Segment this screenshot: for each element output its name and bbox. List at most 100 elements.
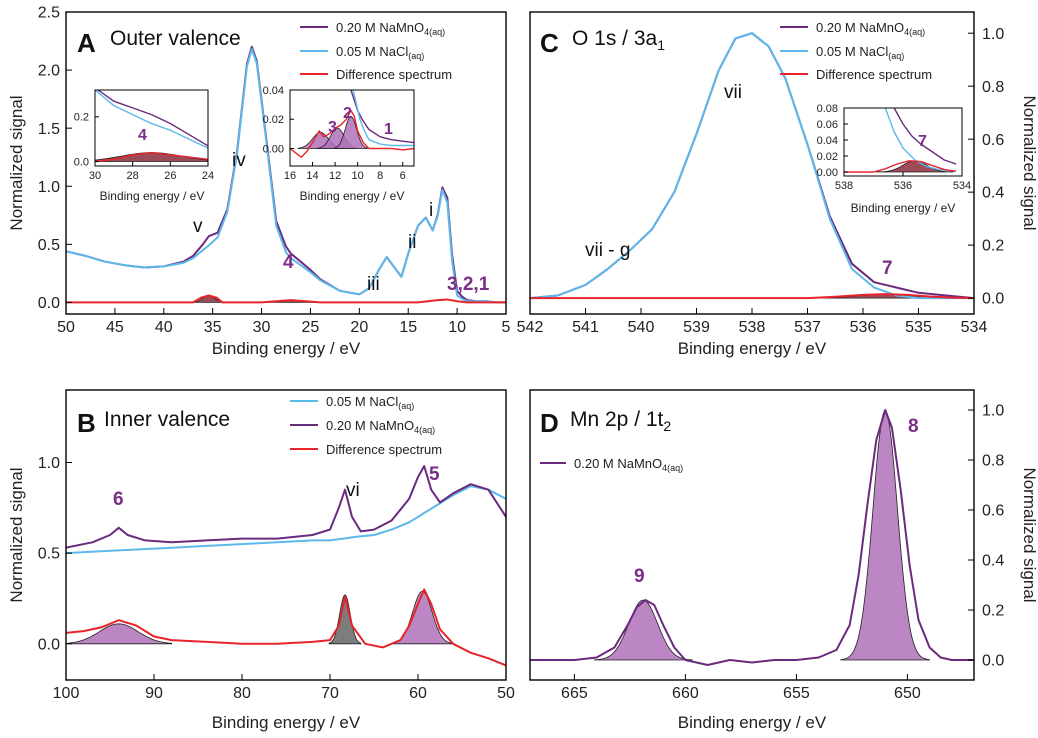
- inset-a1-line-purple: [96, 90, 208, 147]
- y-tick-label: 1.0: [38, 455, 60, 472]
- panel-b-x-ticks: 100 90 80 70 60 50: [53, 674, 515, 702]
- x-tick-label: 542: [517, 319, 544, 336]
- panel-d-title: Mn 2p / 1t2: [570, 408, 671, 434]
- panel-d-y-ticks: 0.0 0.2 0.4 0.6 0.8 1.0: [968, 403, 1004, 670]
- x-tick-label: 5: [502, 319, 511, 336]
- y-tick-label: 0.6: [982, 132, 1004, 149]
- inset-fit-peak-1: [333, 115, 369, 149]
- peak-label-iii: iii: [367, 274, 380, 295]
- peak-label-7: 7: [882, 258, 893, 279]
- inset-a2-x-ticks: 16 14 12 10 8 6: [284, 162, 406, 182]
- x-tick-label: 539: [683, 319, 710, 336]
- x-tick-label: 540: [628, 319, 655, 336]
- peak-label-vi: vi: [346, 480, 360, 501]
- x-tick-label: 20: [350, 319, 368, 336]
- panel-d-line-purple: [530, 409, 974, 666]
- x-tick-label: 655: [783, 685, 810, 702]
- inset-a2-frame: [289, 89, 415, 167]
- inset-a2-line-purple: [350, 90, 414, 144]
- panel-a-inset-2: 16 14 12 10 8 6 0.000.020.04 Binding energy /…: [263, 85, 415, 203]
- x-tick-label: 100: [53, 685, 80, 702]
- inset-a2-peak-2: 2: [343, 105, 352, 122]
- y-tick-label: 0.0: [982, 291, 1004, 308]
- y-tick-label: 0.0: [38, 636, 60, 653]
- x-tick-label: 90: [145, 685, 163, 702]
- peak-label-vii: vii: [724, 82, 742, 103]
- x-tick-label: 10: [352, 170, 364, 182]
- y-tick-label: 1.0: [982, 403, 1004, 420]
- inset-a2-x-label: Binding energy / eV: [300, 189, 405, 203]
- panel-c-series: [530, 32, 974, 300]
- peak-label-4: 4: [283, 252, 294, 273]
- inset-a1-frame: [94, 89, 209, 167]
- peak-label-6: 6: [113, 489, 124, 510]
- x-tick-label: 534: [961, 319, 988, 336]
- legend-entry: 0.05 M NaCl(aq): [326, 394, 414, 411]
- x-tick-label: 6: [400, 170, 406, 182]
- inset-a1-x-ticks: 30 28 26 24: [89, 162, 214, 182]
- panel-b-frame: [65, 389, 507, 681]
- y-tick-label: 0.06: [817, 119, 838, 131]
- legend-entry: 0.20 M NaMnO4(aq): [336, 20, 445, 37]
- panel-a-letter: A: [77, 28, 96, 58]
- inset-a1-line-blue: [95, 90, 208, 149]
- panel-b-letter: B: [77, 408, 96, 438]
- panel-c-x-ticks: 542 541 540 539 538 537 536 535 534: [517, 308, 988, 336]
- x-tick-label: 537: [794, 319, 821, 336]
- y-tick-label: 1.0: [982, 26, 1004, 43]
- x-tick-label: 538: [739, 319, 766, 336]
- panel-a-x-label: Binding energy / eV: [212, 339, 361, 358]
- x-tick-label: 40: [155, 319, 173, 336]
- y-tick-label: 0.5: [38, 546, 60, 563]
- inset-a2-line-blue: [352, 90, 414, 147]
- x-tick-label: 30: [253, 319, 271, 336]
- panel-a-y-label: Normalized signal: [7, 95, 26, 230]
- panel-c: 542 541 540 539 538 537 536 535 534 0.0 0.2 0.4 0.6…: [517, 11, 1038, 358]
- inset-c-x-ticks: 538 536 534: [835, 172, 971, 192]
- x-tick-label: 15: [399, 319, 417, 336]
- panel-a-inset-1: 30 28 26 24 0.0 0.2 Binding energy / eV 4: [74, 89, 214, 203]
- fit-peak-9: [594, 599, 693, 661]
- panel-d-letter: D: [540, 408, 559, 438]
- y-tick-label: 2.5: [38, 5, 60, 22]
- panel-c-x-label: Binding energy / eV: [678, 339, 827, 358]
- legend-entry: 0.20 M NaMnO4(aq): [574, 456, 683, 473]
- x-tick-label: 660: [672, 685, 699, 702]
- peak-label-ii: ii: [408, 232, 416, 253]
- x-tick-label: 534: [953, 180, 971, 192]
- inset-a1-x-label: Binding energy / eV: [100, 189, 205, 203]
- panel-a: 50 45 40 35 30 25 20 15 10 5 0.0 0.5 1.0 1.5 2.0 2.5 A…: [7, 5, 511, 358]
- inset-c-line-purple: [893, 108, 957, 165]
- panel-b-y-ticks: 0.0 0.5 1.0: [38, 455, 72, 653]
- y-tick-label: 1.5: [38, 121, 60, 138]
- inset-c-y-ticks: 0.00 0.02 0.04 0.06 0.08: [817, 103, 848, 179]
- legend-entry: Difference spectrum: [326, 442, 442, 457]
- panel-b-line-red: [66, 588, 506, 667]
- inset-a2-peak-3: 3: [328, 119, 337, 136]
- y-tick-label: 0.02: [817, 151, 838, 163]
- inset-a1-series: [95, 90, 208, 163]
- inset-a2-y-ticks: 0.00 0.02 0.04: [263, 85, 294, 155]
- panel-d-x-ticks: 665 660 655 650: [561, 674, 921, 702]
- fit-peak-8: [840, 409, 930, 661]
- peak-label-9: 9: [634, 566, 645, 587]
- x-tick-label: 14: [306, 170, 318, 182]
- panel-b-line-blue: [66, 485, 506, 555]
- x-tick-label: 536: [850, 319, 877, 336]
- inset-c-x-label: Binding energy / eV: [851, 201, 956, 215]
- panel-c-letter: C: [540, 28, 559, 58]
- y-tick-label: 0.4: [982, 185, 1004, 202]
- x-tick-label: 25: [302, 319, 320, 336]
- x-tick-label: 541: [572, 319, 599, 336]
- panel-b-title: Inner valence: [104, 408, 230, 431]
- x-tick-label: 16: [284, 170, 296, 182]
- y-tick-label: 0.04: [263, 85, 284, 97]
- y-tick-label: 0.00: [263, 143, 284, 155]
- inset-c-line-red: [844, 160, 957, 173]
- x-tick-label: 538: [835, 180, 853, 192]
- legend-entry: 0.05 M NaCl(aq): [336, 44, 424, 61]
- y-tick-label: 0.8: [982, 79, 1004, 96]
- inset-a2-line-red: [290, 109, 414, 158]
- y-tick-label: 0.00: [817, 167, 838, 179]
